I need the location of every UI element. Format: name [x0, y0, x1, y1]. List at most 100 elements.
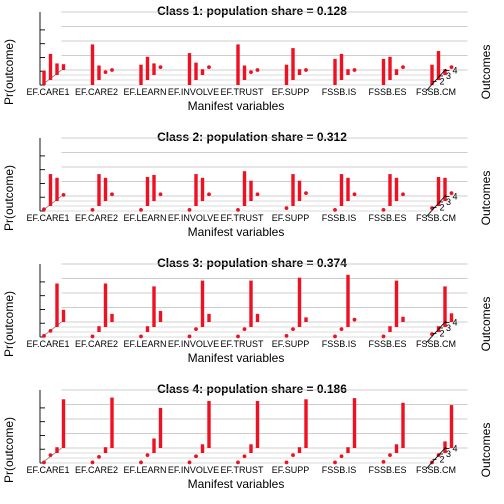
bar	[139, 460, 143, 465]
bar	[284, 206, 289, 211]
variable-label: EF.TRUST	[220, 339, 264, 349]
bar	[333, 334, 337, 339]
bar	[42, 460, 46, 465]
bar	[194, 327, 198, 331]
bar	[339, 454, 344, 459]
panel-title: Class 4: population share = 0.186	[157, 382, 347, 396]
bar	[97, 454, 101, 459]
variable-label: FSSB.ES	[368, 87, 406, 97]
variable-label: EF.INVOLVE	[168, 213, 219, 223]
variable-label: EF.CARE2	[75, 87, 118, 97]
bar	[449, 191, 454, 196]
bar	[90, 334, 95, 339]
variable-label: EF.LEARN	[123, 87, 166, 97]
bar	[291, 327, 295, 331]
outcome-axis	[425, 68, 447, 92]
bar	[110, 192, 114, 197]
bar	[291, 453, 295, 457]
variable-label: EF.CARE1	[26, 465, 69, 475]
outcome-tick-label: 3	[446, 323, 451, 333]
bar	[449, 65, 454, 69]
bar	[103, 70, 108, 74]
bar	[352, 68, 357, 72]
bar	[207, 192, 211, 197]
bar	[42, 207, 46, 212]
bar	[110, 68, 114, 72]
outcome-tick-label: 2	[440, 329, 445, 339]
bar	[284, 460, 289, 465]
bar	[90, 460, 95, 465]
bar	[388, 453, 392, 457]
variable-label: FSSB.CM	[416, 465, 456, 475]
y-axis-label: Pr(outcome)	[2, 39, 16, 105]
z-axis-label: Outcomes	[479, 423, 493, 478]
outcome-tick-label: 2	[440, 455, 445, 465]
variable-label: EF.CARE2	[75, 465, 118, 475]
outcome-axis	[425, 320, 447, 344]
bar	[90, 207, 95, 212]
outcome-tick-label: 3	[446, 71, 451, 81]
x-axis-label: Manifest variables	[188, 225, 285, 239]
variable-label: EF.CARE2	[75, 213, 118, 223]
variable-label: FSSB.CM	[416, 213, 456, 223]
outcome-tick-label: 4	[453, 66, 458, 76]
variable-label: EF.CARE1	[26, 339, 69, 349]
bar	[401, 192, 405, 197]
y-axis-label: Pr(outcome)	[2, 417, 16, 483]
variable-label: FSSB.ES	[368, 339, 406, 349]
outcome-tick-label: 4	[453, 318, 458, 328]
variable-label: FSSB.CM	[416, 87, 456, 97]
variable-label: EF.TRUST	[220, 213, 264, 223]
outcome-axis	[425, 446, 447, 470]
variable-label: EF.TRUST	[220, 465, 264, 475]
panel-3: Class 3: population share = 0.374 EF.CARE…	[2, 256, 493, 365]
bar	[381, 207, 386, 212]
outcome-tick-label: 3	[446, 197, 451, 207]
variable-label: FSSB.CM	[416, 339, 456, 349]
bar	[284, 333, 289, 338]
bar	[255, 192, 260, 197]
outcome-axis	[425, 194, 447, 218]
bar	[236, 460, 240, 465]
bar	[333, 207, 337, 212]
variable-label: EF.SUPP	[272, 87, 310, 97]
bar	[352, 317, 357, 322]
x-axis-label: Manifest variables	[188, 99, 285, 113]
outcome-tick-label: 2	[440, 203, 445, 213]
bar	[333, 460, 337, 465]
bar	[187, 207, 192, 212]
bar	[242, 327, 247, 331]
bar	[158, 192, 163, 197]
variable-label: EF.CARE1	[26, 213, 69, 223]
z-axis-label: Outcomes	[479, 297, 493, 352]
variable-label: FSSB.IS	[322, 339, 357, 349]
outcome-tick-label: 4	[453, 444, 458, 454]
y-axis-label: Pr(outcome)	[2, 165, 16, 231]
bar	[187, 460, 192, 465]
bar	[48, 328, 53, 333]
bar	[401, 65, 405, 69]
bar	[207, 65, 211, 69]
variable-label: FSSB.ES	[368, 465, 406, 475]
bar	[42, 333, 46, 338]
z-axis-label: Outcomes	[479, 171, 493, 226]
variable-label: EF.LEARN	[123, 213, 166, 223]
bar	[255, 68, 260, 72]
y-axis-label: Pr(outcome)	[2, 291, 16, 357]
bar	[304, 68, 308, 72]
outcome-tick-label: 4	[453, 192, 458, 202]
variable-label: FSSB.IS	[322, 213, 357, 223]
bar	[352, 192, 357, 197]
bar	[339, 327, 344, 331]
bar	[249, 70, 253, 74]
panel-2: Class 2: population share = 0.312 EF.CARE…	[2, 130, 493, 239]
panel-title: Class 3: population share = 0.374	[157, 256, 347, 270]
bar	[236, 334, 240, 339]
variable-label: EF.INVOLVE	[168, 87, 219, 97]
bar	[158, 65, 163, 69]
variable-label: EF.LEARN	[123, 465, 166, 475]
variable-label: EF.INVOLVE	[168, 339, 219, 349]
panel-title: Class 2: population share = 0.312	[157, 130, 347, 144]
bar	[242, 454, 247, 459]
